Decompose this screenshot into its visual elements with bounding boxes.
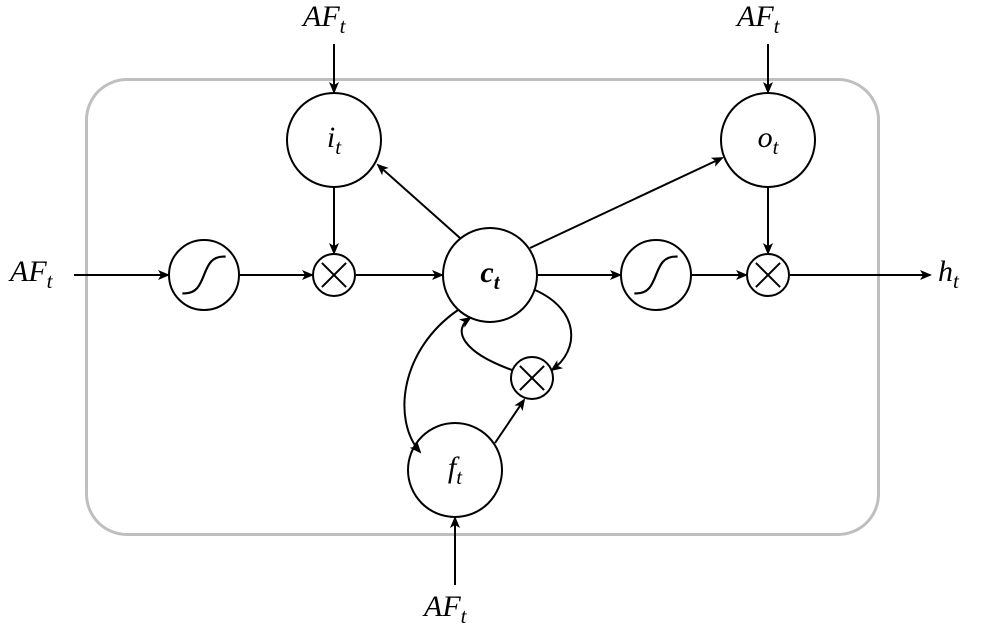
node-mult_it	[312, 253, 356, 297]
label-af_top_i: AFt	[303, 0, 346, 39]
node-sigmoid_left	[168, 239, 240, 311]
diagram-canvas: itct ot ft AFt AFt AFt AFt ht	[0, 0, 1000, 631]
node-i_t: it	[286, 92, 382, 188]
node-c_t: ct	[442, 227, 538, 323]
label-af_top_o: AFt	[737, 0, 780, 39]
node-sigmoid_right	[620, 239, 692, 311]
node-mult_ot	[746, 253, 790, 297]
node-o_t: ot	[720, 92, 816, 188]
label-af_bottom: AFt	[424, 590, 467, 629]
node-mult_ft	[510, 356, 554, 400]
label-h_t: ht	[938, 255, 959, 294]
label-af_left: AFt	[10, 255, 53, 294]
node-f_t: ft	[407, 422, 503, 518]
